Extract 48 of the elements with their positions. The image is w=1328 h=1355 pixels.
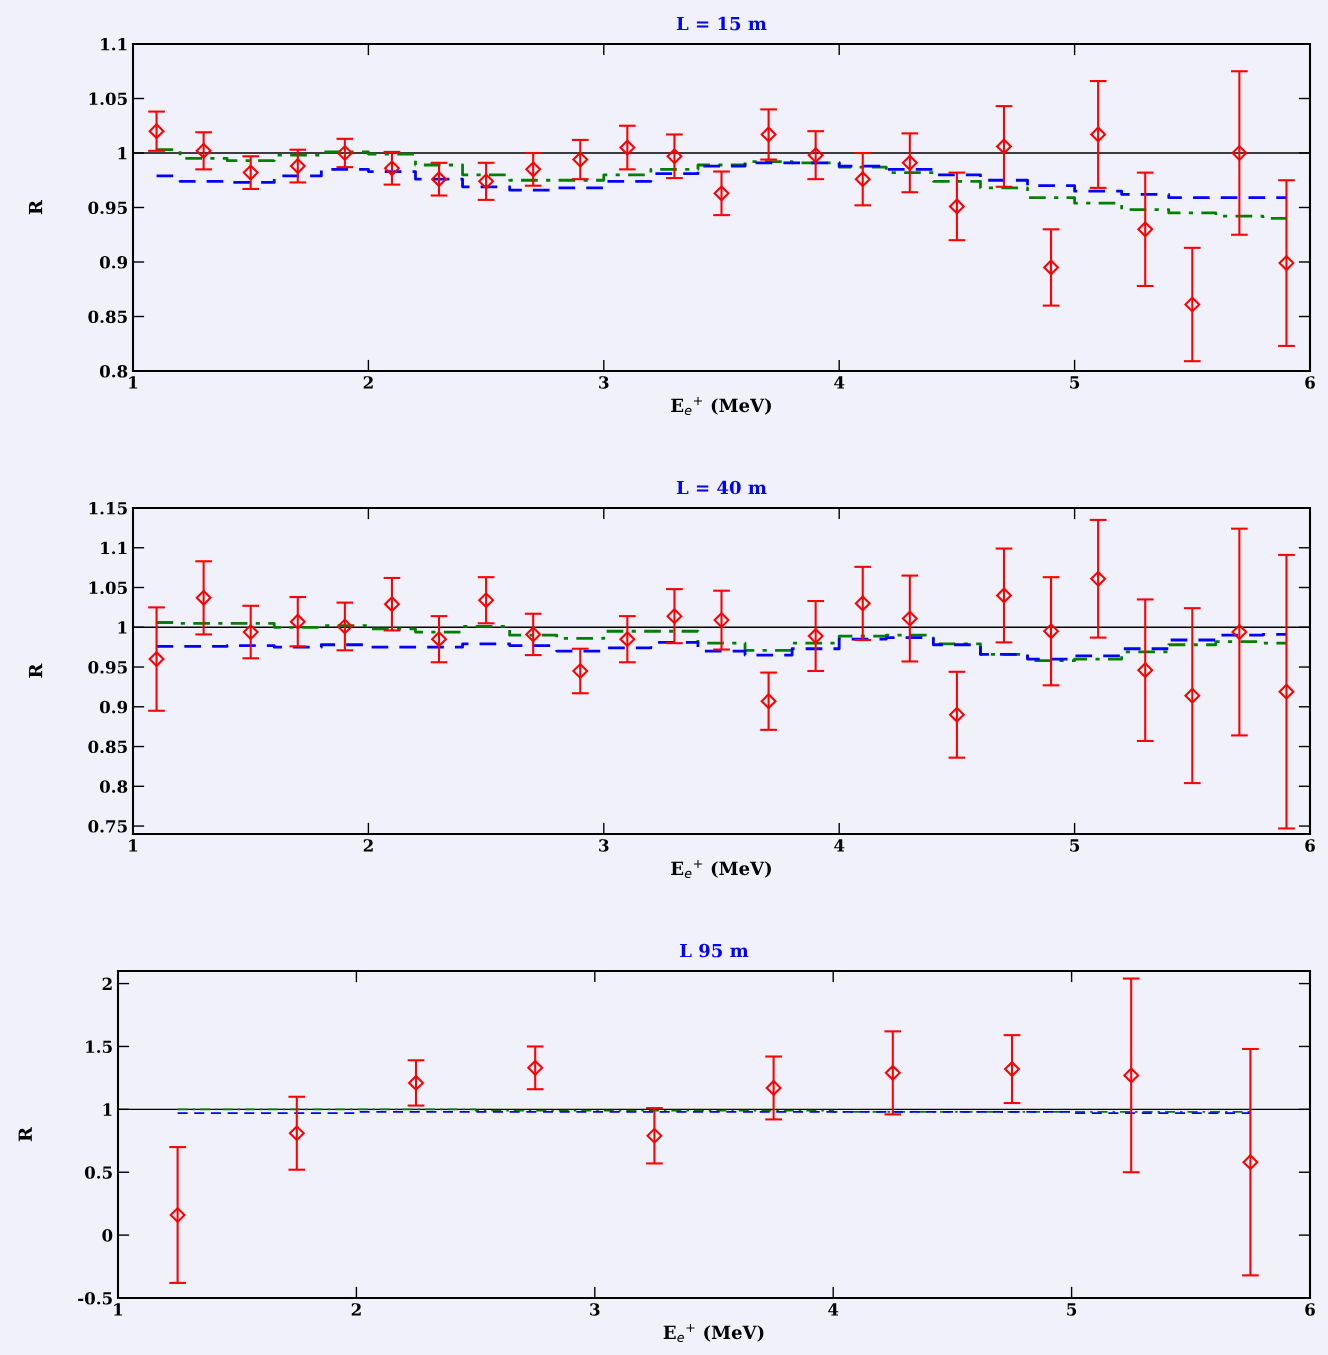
- y-tick-label: 1.1: [101, 37, 127, 51]
- x-tick-label: 5: [1070, 839, 1080, 852]
- x-tick-label: 4: [834, 839, 845, 852]
- x-tick-label: 6: [1305, 1303, 1315, 1316]
- chart-title: L = 15 m: [676, 16, 767, 31]
- y-tick-label: 0.75: [88, 820, 127, 833]
- x-tick-label: 4: [834, 376, 845, 389]
- x-tick-label: 4: [828, 1303, 839, 1316]
- x-tick-label: 5: [1067, 1303, 1077, 1316]
- y-tick-label: 0.95: [88, 660, 127, 674]
- x-tick-label: 5: [1070, 376, 1080, 389]
- x-axis-title: E$_{e}$$^{+}$ (MeV): [663, 1324, 764, 1343]
- y-tick-label: 0.85: [88, 310, 127, 324]
- y-tick-label: 1: [118, 621, 127, 634]
- x-axis-title: E$_{e}$$^{+}$ (MeV): [671, 397, 771, 416]
- y-tick-label: 0.9: [99, 255, 128, 269]
- y-tick-label: 1.15: [89, 501, 127, 515]
- x-tick-label: 1: [129, 376, 138, 389]
- chart-title: L = 40 m: [676, 480, 767, 495]
- y-tick-label: 1.5: [86, 1040, 112, 1054]
- x-tick-label: 3: [590, 1303, 600, 1316]
- x-tick-label: 3: [599, 839, 609, 852]
- y-tick-label: 1.05: [89, 581, 127, 595]
- y-tick-label: 0: [102, 1229, 113, 1242]
- y-tick-label: 0.5: [84, 1166, 112, 1179]
- x-axis-title: E$_{e}$$^{+}$ (MeV): [671, 860, 771, 879]
- y-tick-label: 1.05: [89, 92, 127, 106]
- x-tick-label: 6: [1305, 376, 1315, 389]
- y-tick-label: 0.95: [88, 201, 127, 215]
- y-tick-label: 0.9: [99, 700, 128, 714]
- y-tick-label: 2: [102, 977, 112, 990]
- y-tick-label: 0.8: [99, 780, 128, 793]
- y-tick-label: 1: [118, 146, 127, 160]
- x-tick-label: 2: [351, 1303, 361, 1316]
- x-tick-label: 1: [129, 839, 138, 852]
- x-tick-label: 2: [363, 376, 373, 389]
- y-axis-title: R: [18, 1126, 32, 1142]
- x-tick-label: 3: [599, 376, 609, 389]
- y-axis-title: R: [28, 199, 43, 215]
- y-tick-label: -0.5: [78, 1291, 112, 1305]
- y-tick-label: 1: [103, 1103, 112, 1116]
- x-tick-label: 2: [363, 839, 373, 852]
- y-tick-label: 1.1: [101, 541, 127, 555]
- chart-title: L 95 m: [680, 943, 749, 958]
- y-tick-label: 0.8: [99, 364, 128, 378]
- x-tick-label: 6: [1305, 839, 1315, 852]
- y-axis-title: R: [28, 663, 43, 678]
- y-tick-label: 0.85: [88, 740, 127, 754]
